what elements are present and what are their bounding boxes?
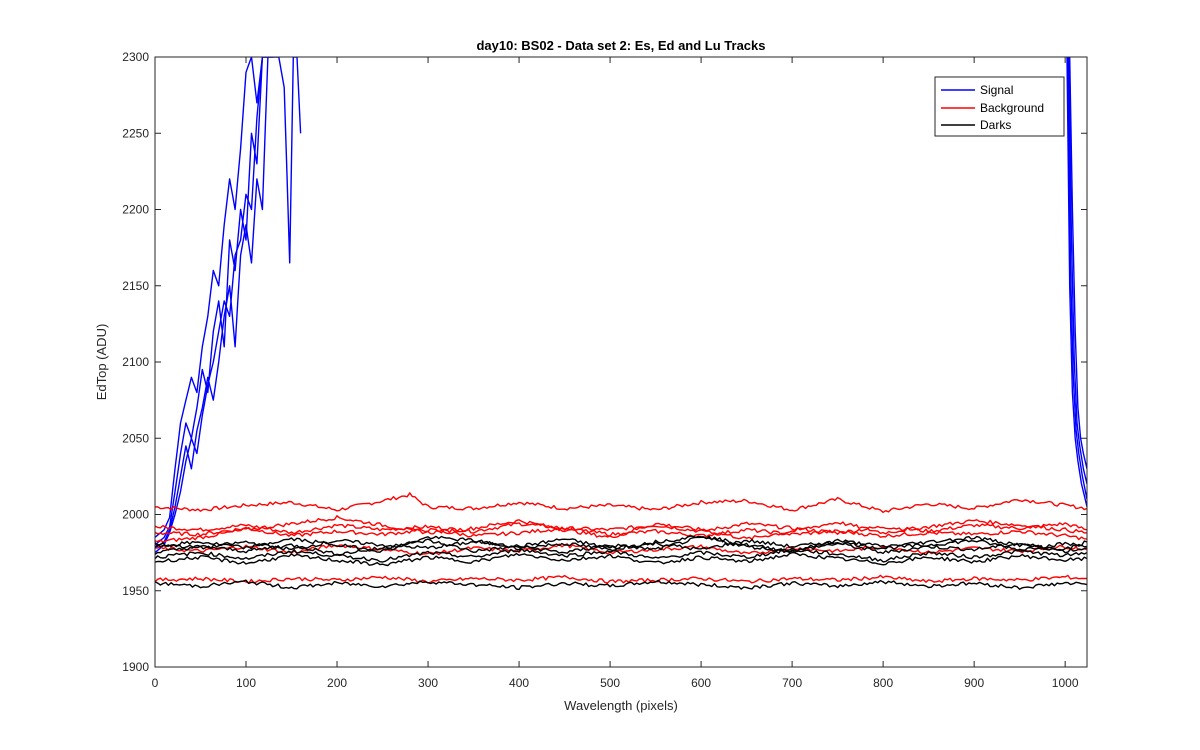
y-tick-label: 2200 xyxy=(122,203,149,217)
x-tick-label: 300 xyxy=(418,676,438,690)
series-line-background-5 xyxy=(155,543,1087,556)
x-tick-label: 900 xyxy=(964,676,984,690)
series-line-signal-8 xyxy=(1066,57,1087,508)
series-line-background-2 xyxy=(155,521,1087,535)
x-axis-label: Wavelength (pixels) xyxy=(564,698,678,713)
series-line-signal-6 xyxy=(1068,57,1087,485)
y-axis-label: EdTop (ADU) xyxy=(94,324,109,401)
series-line-signal-3 xyxy=(155,57,269,549)
x-tick-label: 100 xyxy=(236,676,256,690)
y-tick-label: 2050 xyxy=(122,431,149,445)
x-tick-label: 400 xyxy=(509,676,529,690)
y-tick-label: 1950 xyxy=(122,584,149,598)
legend-label-signal: Signal xyxy=(980,83,1013,97)
series-line-background-4 xyxy=(155,515,1087,543)
series-line-darks-3 xyxy=(155,547,1087,563)
series-line-darks-6 xyxy=(155,579,1087,591)
x-tick-label: 1000 xyxy=(1052,676,1079,690)
legend-label-background: Background xyxy=(980,101,1044,115)
legend-label-darks: Darks xyxy=(980,118,1011,132)
y-tick-label: 2150 xyxy=(122,279,149,293)
series-line-background-6 xyxy=(155,574,1087,584)
series-line-darks-2 xyxy=(155,535,1087,557)
legend-entry-darks: Darks xyxy=(941,118,1011,132)
x-tick-label: 500 xyxy=(600,676,620,690)
series-line-darks-1 xyxy=(155,538,1087,552)
x-tick-label: 600 xyxy=(691,676,711,690)
y-tick-label: 2250 xyxy=(122,126,149,140)
axes-box xyxy=(154,56,1088,668)
y-tick-label: 2300 xyxy=(122,50,149,64)
series-darks xyxy=(155,535,1087,591)
series-line-signal-5 xyxy=(1069,57,1087,469)
series-line-signal-7 xyxy=(1067,57,1087,500)
x-tick-label: 200 xyxy=(327,676,347,690)
series-line-darks-4 xyxy=(155,551,1087,567)
legend: Signal Background Darks xyxy=(934,76,1065,137)
y-tick-label: 2000 xyxy=(122,508,149,522)
legend-entry-background: Background xyxy=(941,101,1044,115)
y-tick-label: 1900 xyxy=(122,660,149,674)
series-line-signal-2 xyxy=(155,57,274,546)
legend-box xyxy=(934,76,1065,137)
series-signal xyxy=(155,57,1087,554)
x-tick-label: 800 xyxy=(873,676,893,690)
x-tick-label: 700 xyxy=(782,676,802,690)
series-line-signal-1 xyxy=(155,57,302,538)
series-line-signal-4 xyxy=(155,57,264,554)
series-line-background-1 xyxy=(155,492,1087,513)
chart-title: day10: BS02 - Data set 2: Es, Ed and Lu … xyxy=(476,38,765,53)
legend-entry-signal: Signal xyxy=(941,83,1013,97)
series-layer xyxy=(155,57,1087,591)
x-tick-label: 0 xyxy=(152,676,159,690)
series-background xyxy=(155,492,1087,584)
y-tick-label: 2100 xyxy=(122,355,149,369)
series-line-darks-5 xyxy=(155,535,1087,553)
plot-area xyxy=(155,57,1087,667)
